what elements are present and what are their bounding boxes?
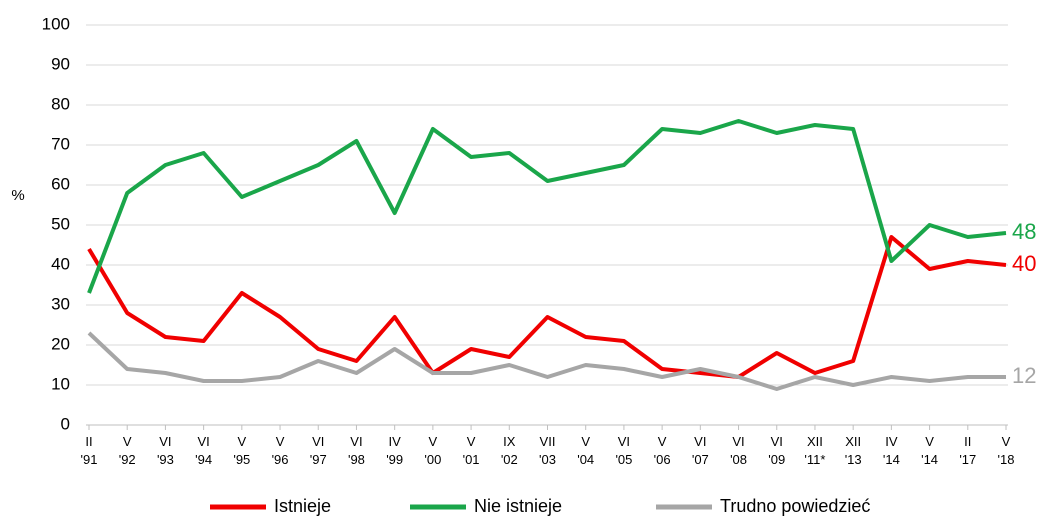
y-tick-label: 40 (51, 254, 70, 273)
x-tick-label: VI '09 (768, 434, 785, 467)
x-tick-month: V (658, 434, 667, 449)
x-tick-year: '05 (615, 452, 632, 467)
x-tick-label: II '91 (81, 434, 98, 467)
x-tick-year: '91 (81, 452, 98, 467)
x-tick-label: IX '02 (501, 434, 518, 467)
x-tick-year: '18 (998, 452, 1015, 467)
x-tick-label: V '96 (272, 434, 289, 467)
x-tick-year: '92 (119, 452, 136, 467)
x-tick-month: XII (807, 434, 823, 449)
x-tick-label: IV '14 (883, 434, 900, 467)
x-tick-label: XII '13 (845, 434, 862, 467)
y-tick-label: 90 (51, 54, 70, 73)
x-tick-year: '01 (463, 452, 480, 467)
x-tick-year: '99 (386, 452, 403, 467)
legend-label: Nie istnieje (474, 496, 562, 516)
x-tick-month: VI (771, 434, 783, 449)
x-tick-month: VI (694, 434, 706, 449)
y-axis-label: % (11, 187, 24, 204)
x-tick-year: '06 (654, 452, 671, 467)
x-tick-month: II (85, 434, 92, 449)
x-tick-year: '14 (883, 452, 900, 467)
legend-label: Istnieje (274, 496, 331, 516)
x-tick-label: V '95 (233, 434, 250, 467)
x-tick-label: V '04 (577, 434, 594, 467)
x-tick-label: V '00 (424, 434, 441, 467)
x-tick-year: '94 (195, 452, 212, 467)
series-line (87, 235, 1007, 379)
x-tick-label: V '01 (463, 434, 480, 467)
x-tick-year: '11* (804, 452, 825, 467)
x-tick-month: V (925, 434, 934, 449)
y-tick-label: 60 (51, 174, 70, 193)
y-tick-label: 70 (51, 134, 70, 153)
end-label: 40 (1012, 251, 1036, 276)
x-tick-month: V (1002, 434, 1011, 449)
x-tick-month: IV (885, 434, 898, 449)
x-tick-month: VI (618, 434, 630, 449)
x-tick-month: V (581, 434, 590, 449)
y-tick-label: 50 (51, 214, 70, 233)
series-line (87, 119, 1007, 294)
x-tick-label: VII '03 (539, 434, 556, 467)
x-tick-label: V '18 (998, 434, 1015, 467)
x-tick-label: V '06 (654, 434, 671, 467)
y-tick-label: 100 (42, 14, 70, 33)
x-tick-label: VI '08 (730, 434, 747, 467)
x-tick-year: '04 (577, 452, 594, 467)
legend-label: Trudno powiedzieć (720, 496, 870, 516)
x-tick-year: '14 (921, 452, 938, 467)
x-tick-month: V (467, 434, 476, 449)
x-tick-month: II (964, 434, 971, 449)
x-tick-year: '08 (730, 452, 747, 467)
y-tick-label: 10 (51, 374, 70, 393)
x-tick-year: '95 (233, 452, 250, 467)
x-tick-label: II '17 (959, 434, 976, 467)
x-tick-year: '98 (348, 452, 365, 467)
x-tick-month: VI (197, 434, 209, 449)
y-tick-label: 80 (51, 94, 70, 113)
end-label: 48 (1012, 219, 1036, 244)
x-tick-month: VI (350, 434, 362, 449)
x-tick-month: IV (389, 434, 402, 449)
x-tick-label: VI '94 (195, 434, 212, 467)
x-tick-year: '96 (272, 452, 289, 467)
x-tick-year: '93 (157, 452, 174, 467)
x-tick-label: V '92 (119, 434, 136, 467)
x-tick-year: '00 (424, 452, 441, 467)
x-tick-label: VI '97 (310, 434, 327, 467)
x-tick-month: V (237, 434, 246, 449)
x-tick-label: VI '07 (692, 434, 709, 467)
x-tick-year: '03 (539, 452, 556, 467)
x-tick-year: '07 (692, 452, 709, 467)
y-tick-label: 30 (51, 294, 70, 313)
y-tick-label: 0 (61, 414, 70, 433)
x-tick-month: VI (732, 434, 744, 449)
y-tick-label: 20 (51, 334, 70, 353)
x-tick-label: VI '98 (348, 434, 365, 467)
x-tick-year: '97 (310, 452, 327, 467)
x-tick-month: V (429, 434, 438, 449)
x-tick-month: XII (845, 434, 861, 449)
end-label: 12 (1012, 363, 1036, 388)
x-tick-label: V '14 (921, 434, 938, 467)
x-tick-year: '09 (768, 452, 785, 467)
x-tick-label: XII '11* (804, 434, 825, 467)
x-tick-year: '17 (959, 452, 976, 467)
x-tick-label: VI '05 (615, 434, 632, 467)
x-tick-month: VI (312, 434, 324, 449)
x-tick-label: VI '93 (157, 434, 174, 467)
x-tick-month: V (123, 434, 132, 449)
x-tick-month: IX (503, 434, 516, 449)
x-tick-year: '02 (501, 452, 518, 467)
x-tick-month: VII (540, 434, 556, 449)
x-tick-label: IV '99 (386, 434, 403, 467)
x-tick-year: '13 (845, 452, 862, 467)
x-tick-month: V (276, 434, 285, 449)
x-tick-month: VI (159, 434, 171, 449)
series-line (87, 331, 1006, 391)
